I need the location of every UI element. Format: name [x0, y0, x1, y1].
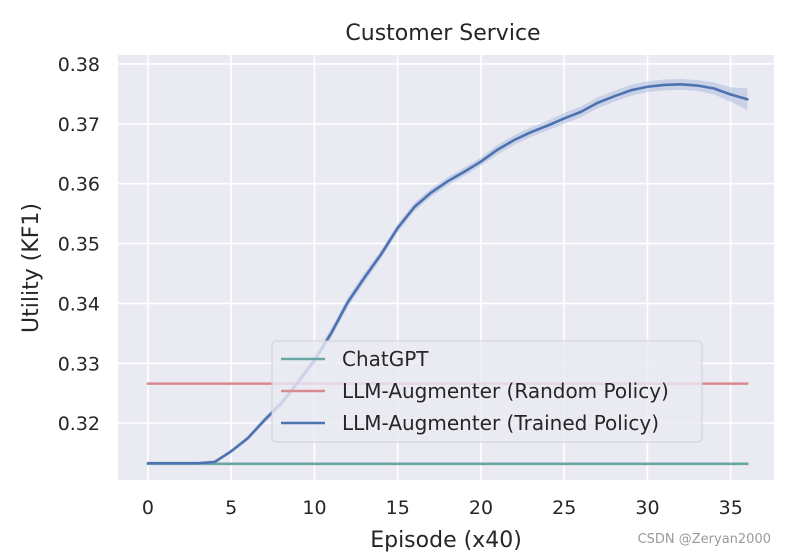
legend-label: ChatGPT — [342, 347, 429, 371]
x-tick-label: 20 — [469, 497, 493, 519]
y-tick-label: 0.37 — [58, 114, 100, 136]
x-tick-label: 25 — [552, 497, 576, 519]
plot-area: 0 5 10 15 20 25 30 35 0.32 0.33 0.34 0.35 0.36 0.37 0.… — [58, 54, 774, 519]
y-tick-label: 0.35 — [58, 234, 100, 256]
x-tick-label: 10 — [302, 497, 326, 519]
x-tick-label: 15 — [386, 497, 410, 519]
x-tick-label: 5 — [225, 497, 237, 519]
x-tick-label: 0 — [142, 497, 154, 519]
watermark: CSDN @Zeryan2000 — [638, 532, 771, 547]
legend-label: LLM-Augmenter (Random Policy) — [342, 379, 669, 403]
x-tick-label: 35 — [719, 497, 743, 519]
y-tick-label: 0.36 — [58, 174, 100, 196]
y-tick-label: 0.38 — [58, 54, 100, 76]
x-tick-label: 30 — [635, 497, 659, 519]
legend-box — [271, 340, 703, 443]
chart-title: Customer Service — [345, 21, 540, 46]
x-axis-label: Episode (x40) — [370, 528, 522, 553]
legend-label: LLM-Augmenter (Trained Policy) — [342, 411, 659, 435]
y-tick-label: 0.32 — [58, 413, 100, 435]
series-2-line — [146, 83, 749, 465]
legend: ChatGPT LLM-Augmenter (Random Policy) LLM-… — [271, 340, 703, 443]
y-axis-label: Utility (KF1) — [19, 203, 44, 333]
y-tick-label: 0.34 — [58, 293, 100, 315]
y-tick-label: 0.33 — [58, 353, 100, 375]
